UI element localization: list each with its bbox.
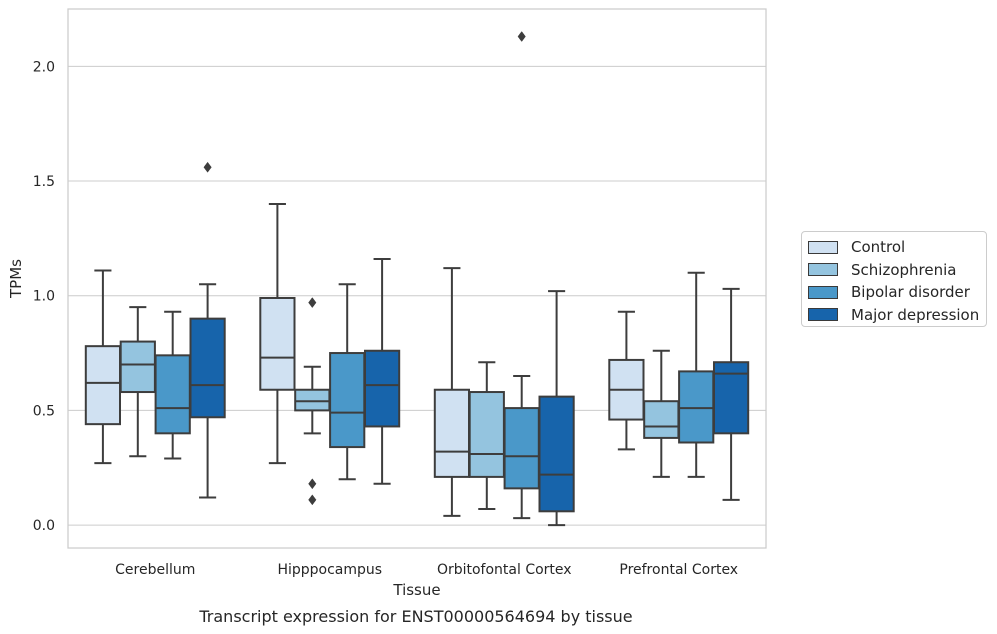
box xyxy=(119,340,156,394)
x-tick-label: Hipppocampus xyxy=(277,562,382,578)
legend-swatch xyxy=(808,263,838,277)
box xyxy=(468,391,505,478)
legend-item: Control xyxy=(808,236,986,259)
legend-item: Bipolar disorder xyxy=(808,281,986,304)
outlier-point xyxy=(308,297,317,308)
box xyxy=(363,349,401,428)
outlier-point xyxy=(308,494,317,506)
box xyxy=(503,407,540,490)
outlier-point xyxy=(517,31,526,42)
x-tick-label: Cerebellum xyxy=(115,562,195,578)
box xyxy=(538,395,575,513)
box xyxy=(189,317,226,419)
legend-label: Control xyxy=(851,238,906,257)
y-tick-label: 1.5 xyxy=(33,174,55,190)
box xyxy=(643,400,680,439)
outlier-point xyxy=(308,478,317,490)
box xyxy=(259,296,296,391)
y-tick-label: 0.0 xyxy=(33,518,55,534)
legend: Control Schizophrenia Bipolar disorder Majo… xyxy=(801,231,987,327)
plot-frame xyxy=(67,8,767,549)
legend-label: Bipolar disorder xyxy=(851,283,970,302)
legend-swatch xyxy=(808,285,838,299)
box xyxy=(329,352,366,449)
y-tick-label: 0.5 xyxy=(33,403,55,419)
box xyxy=(154,354,191,435)
box xyxy=(678,370,715,444)
box xyxy=(294,388,331,412)
legend-swatch xyxy=(808,308,838,322)
box xyxy=(84,345,122,426)
legend-item: Major depression xyxy=(808,304,986,327)
outlier-point xyxy=(203,161,212,173)
x-tick-label: Prefrontal Cortex xyxy=(619,562,738,578)
x-tick-label: Orbitofontal Cortex xyxy=(437,562,572,578)
legend-label: Schizophrenia xyxy=(851,260,957,279)
figure-caption: Transcript expression for ENST0000056469… xyxy=(199,607,633,626)
legend-item: Schizophrenia xyxy=(808,259,986,282)
y-tick-label: 2.0 xyxy=(33,59,55,75)
y-tick-label: 1.0 xyxy=(33,289,55,305)
y-axis-title: TPMs xyxy=(7,259,25,299)
box xyxy=(433,388,471,478)
legend-swatch xyxy=(808,240,838,254)
x-axis-title: Tissue xyxy=(392,581,440,599)
legend-label: Major depression xyxy=(851,305,980,324)
